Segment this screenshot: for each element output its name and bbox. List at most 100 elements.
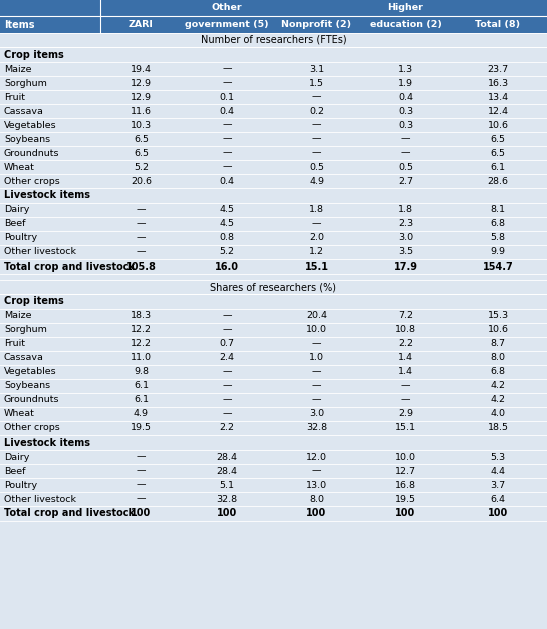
Text: 1.2: 1.2 — [309, 247, 324, 257]
Text: 4.0: 4.0 — [491, 409, 505, 418]
Bar — [0, 323, 547, 337]
Text: 105.8: 105.8 — [126, 262, 157, 272]
Text: —: — — [222, 79, 232, 87]
Bar — [0, 203, 547, 217]
Text: 28.4: 28.4 — [217, 452, 237, 462]
Text: 6.8: 6.8 — [491, 220, 505, 228]
Text: —: — — [222, 148, 232, 157]
Bar — [0, 351, 547, 365]
Text: 12.7: 12.7 — [395, 467, 416, 476]
Text: —: — — [312, 396, 321, 404]
Text: Number of researchers (FTEs): Number of researchers (FTEs) — [201, 35, 346, 45]
Text: 0.8: 0.8 — [219, 233, 235, 243]
Text: Beef: Beef — [4, 467, 26, 476]
Text: —: — — [137, 481, 146, 489]
Text: 16.0: 16.0 — [215, 262, 239, 272]
Text: Other crops: Other crops — [4, 423, 60, 433]
Text: 1.5: 1.5 — [309, 79, 324, 87]
Text: 18.3: 18.3 — [131, 311, 152, 321]
Text: Dairy: Dairy — [4, 452, 30, 462]
Text: 5.1: 5.1 — [219, 481, 235, 489]
Text: Wheat: Wheat — [4, 162, 35, 172]
Text: 0.1: 0.1 — [219, 92, 235, 101]
Text: Sorghum: Sorghum — [4, 79, 47, 87]
Text: —: — — [312, 92, 321, 101]
Text: Maize: Maize — [4, 65, 32, 74]
Text: 2.0: 2.0 — [309, 233, 324, 243]
Text: 5.3: 5.3 — [491, 452, 505, 462]
Text: 10.6: 10.6 — [487, 325, 509, 335]
Text: —: — — [401, 135, 410, 143]
Bar — [0, 450, 547, 464]
Text: 0.5: 0.5 — [309, 162, 324, 172]
Text: —: — — [137, 467, 146, 476]
Text: 6.1: 6.1 — [134, 396, 149, 404]
Bar — [0, 478, 547, 492]
Text: 8.1: 8.1 — [491, 206, 505, 214]
Text: 9.9: 9.9 — [491, 247, 505, 257]
Text: Groundnuts: Groundnuts — [4, 396, 60, 404]
Bar — [0, 104, 547, 118]
Text: Items: Items — [4, 19, 34, 30]
Text: 19.5: 19.5 — [395, 494, 416, 503]
Text: 10.3: 10.3 — [131, 121, 152, 130]
Text: Other livestock: Other livestock — [4, 494, 76, 503]
Text: 32.8: 32.8 — [306, 423, 327, 433]
Text: Fruit: Fruit — [4, 92, 25, 101]
Text: 0.3: 0.3 — [398, 121, 413, 130]
Text: 18.5: 18.5 — [487, 423, 509, 433]
Text: 12.9: 12.9 — [131, 79, 152, 87]
Text: Poultry: Poultry — [4, 233, 37, 243]
Text: 5.2: 5.2 — [219, 247, 235, 257]
Text: Higher: Higher — [388, 4, 423, 13]
Text: 1.4: 1.4 — [398, 367, 413, 377]
Text: 12.2: 12.2 — [131, 340, 152, 348]
Text: —: — — [312, 121, 321, 130]
Bar — [0, 259, 547, 274]
Bar — [0, 118, 547, 132]
Text: 100: 100 — [395, 508, 416, 518]
Bar — [0, 280, 547, 294]
Text: 19.4: 19.4 — [131, 65, 152, 74]
Text: 9.8: 9.8 — [134, 367, 149, 377]
Text: 6.5: 6.5 — [491, 148, 505, 157]
Bar — [0, 421, 547, 435]
Text: 2.9: 2.9 — [398, 409, 413, 418]
Text: 16.8: 16.8 — [395, 481, 416, 489]
Text: 6.1: 6.1 — [491, 162, 505, 172]
Text: 8.7: 8.7 — [491, 340, 505, 348]
Text: —: — — [312, 148, 321, 157]
Text: 32.8: 32.8 — [217, 494, 237, 503]
Text: 17.9: 17.9 — [393, 262, 417, 272]
Text: —: — — [222, 396, 232, 404]
Text: 1.0: 1.0 — [309, 353, 324, 362]
Text: —: — — [312, 382, 321, 391]
Text: —: — — [222, 135, 232, 143]
Text: —: — — [401, 148, 410, 157]
Text: 10.6: 10.6 — [487, 121, 509, 130]
Text: 20.4: 20.4 — [306, 311, 327, 321]
Text: Total crop and livestock: Total crop and livestock — [4, 262, 135, 272]
Bar — [0, 217, 547, 231]
Text: Sorghum: Sorghum — [4, 325, 47, 335]
Text: 100: 100 — [306, 508, 327, 518]
Text: —: — — [312, 135, 321, 143]
Text: 28.4: 28.4 — [217, 467, 237, 476]
Bar — [0, 146, 547, 160]
Text: 10.0: 10.0 — [306, 325, 327, 335]
Text: 10.0: 10.0 — [395, 452, 416, 462]
Text: 0.2: 0.2 — [309, 106, 324, 116]
Text: 2.2: 2.2 — [398, 340, 413, 348]
Text: 1.8: 1.8 — [398, 206, 413, 214]
Bar — [0, 435, 547, 450]
Text: 0.4: 0.4 — [219, 106, 235, 116]
Text: Wheat: Wheat — [4, 409, 35, 418]
Text: 15.1: 15.1 — [305, 262, 329, 272]
Text: 0.5: 0.5 — [398, 162, 413, 172]
Text: 0.7: 0.7 — [219, 340, 235, 348]
Text: 1.9: 1.9 — [398, 79, 413, 87]
Bar — [0, 16, 547, 33]
Text: 3.0: 3.0 — [309, 409, 324, 418]
Text: 3.7: 3.7 — [491, 481, 505, 489]
Text: ZARI: ZARI — [129, 20, 154, 29]
